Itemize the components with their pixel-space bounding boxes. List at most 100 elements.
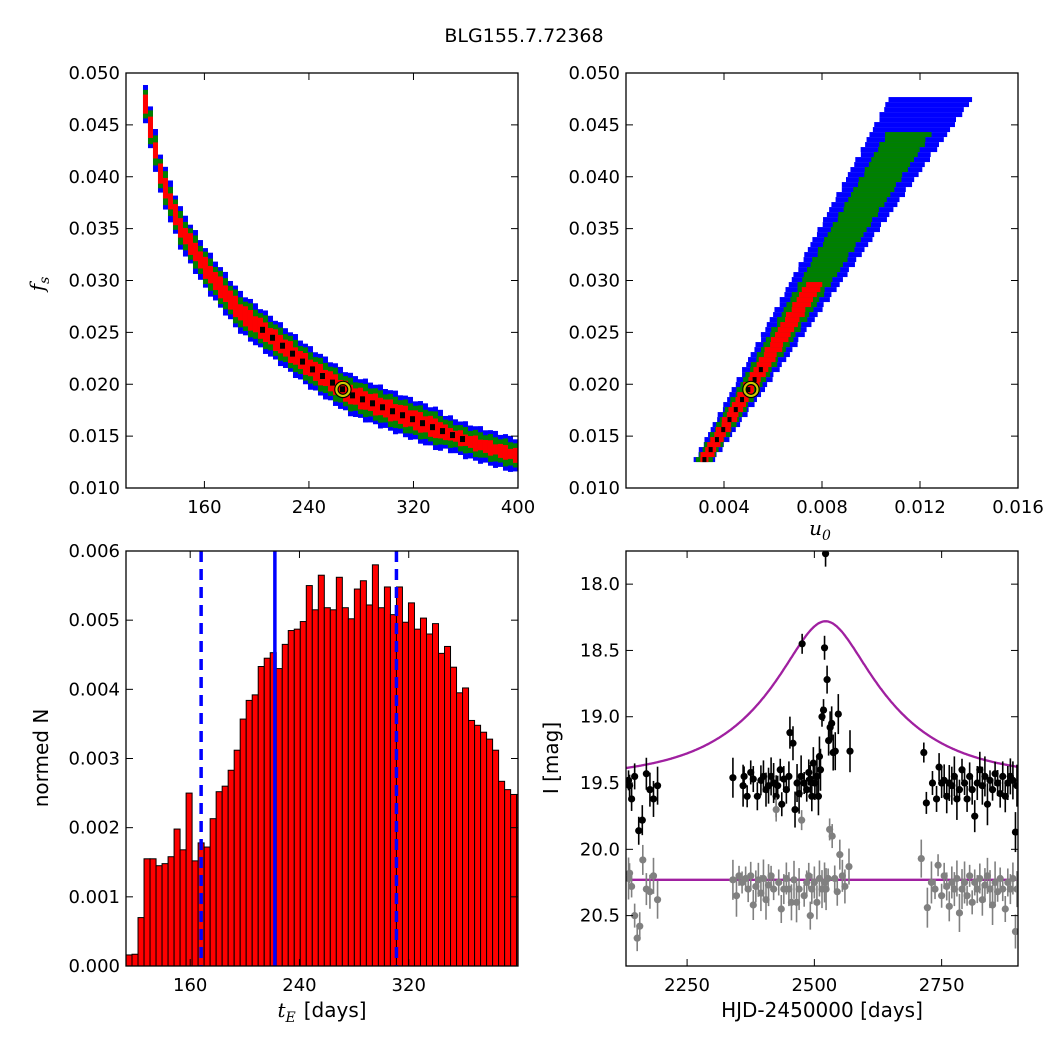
data-point: [803, 786, 811, 794]
data-point: [1009, 776, 1017, 784]
density-cell: [452, 430, 458, 442]
data-point: [834, 710, 842, 718]
density-cell: [824, 237, 861, 243]
y-tick-label: 0.005: [68, 610, 120, 631]
data-point: [815, 752, 824, 761]
histogram-bar: [456, 692, 464, 966]
histogram-bar: [541, 807, 547, 966]
data-point: [638, 816, 646, 824]
density-cell: [382, 399, 388, 418]
histogram-bar: [425, 633, 433, 966]
density-cell: [874, 122, 955, 128]
x-axis-label-sub: 0: [822, 528, 831, 544]
histogram-bar: [462, 687, 470, 966]
data-point: [646, 786, 654, 794]
data-point: [639, 856, 647, 864]
data-point: [642, 770, 650, 778]
density-cell: [801, 287, 821, 293]
data-point: [776, 766, 784, 774]
data-point: [1011, 927, 1018, 936]
y-tick-label: 0.010: [568, 478, 620, 499]
density-cell: [806, 282, 823, 288]
data-point: [631, 912, 639, 920]
density-cell: [502, 445, 508, 460]
density-cell: [422, 416, 428, 433]
data-point: [809, 759, 817, 767]
data-point: [963, 892, 971, 900]
data-point: [798, 640, 806, 648]
density-cell: [721, 422, 732, 428]
density-cell: [752, 377, 757, 383]
histogram-bar: [413, 628, 421, 966]
density-cell: [372, 393, 378, 416]
density-cell: [512, 447, 518, 463]
histogram-bar: [215, 791, 223, 966]
histogram-bar: [438, 652, 446, 966]
density-cell: [785, 317, 800, 323]
y-tick-label: 0.000: [68, 956, 120, 977]
histogram-bar: [245, 699, 253, 966]
density-cell: [432, 418, 438, 439]
panel-tE-histogram: 160 240 320 0.000 0.001 0.002 0.003 0.004 0.005 0…: [29, 541, 565, 1026]
y-tick-label: 0.040: [568, 167, 620, 188]
data-point: [729, 774, 737, 782]
data-point: [636, 922, 644, 930]
histogram-bar: [221, 785, 229, 966]
data-point: [810, 878, 818, 887]
x-tick-label: 2750: [919, 975, 965, 996]
histogram-bar: [377, 607, 385, 966]
data-point: [955, 786, 964, 794]
x-tick-label: 240: [282, 975, 316, 996]
density-cell: [310, 366, 315, 373]
data-point: [777, 905, 785, 913]
density-cell: [803, 272, 838, 278]
density-cell: [817, 247, 855, 253]
y-tick-label: 0.020: [68, 374, 120, 395]
density-cell: [472, 435, 478, 452]
density-cell: [879, 112, 963, 118]
histogram-bar: [209, 818, 217, 966]
density-cell: [792, 302, 812, 308]
y-axis-label: I [mag]: [539, 722, 563, 794]
density-cell: [280, 342, 285, 349]
density-cell: [412, 410, 418, 431]
y-tick-label: 0.010: [68, 478, 120, 499]
data-point: [841, 882, 849, 891]
histogram-bar: [137, 917, 145, 966]
density-cell: [460, 436, 465, 443]
histogram-bar: [126, 954, 133, 966]
density-cell: [758, 367, 763, 373]
density-cell: [370, 400, 375, 407]
data-point: [774, 782, 782, 790]
density-cell: [786, 312, 805, 318]
density-cell: [517, 442, 518, 471]
data-point: [934, 861, 942, 869]
density-cell: [362, 391, 368, 410]
density-cell: [884, 137, 926, 143]
density-cell: [172, 204, 178, 226]
density-cell: [420, 420, 425, 427]
data-point: [805, 872, 813, 880]
histogram-bar: [305, 585, 313, 966]
panel-fs-vs-tE: 160 240 320 400 0.010 0.015 0.020 0.025 0.030 0.0…: [25, 63, 535, 518]
density-cell: [507, 448, 513, 459]
histogram-bar: [191, 860, 199, 966]
data-point: [963, 795, 971, 803]
data-point: [945, 902, 953, 910]
density-cell: [192, 242, 198, 262]
data-point: [805, 768, 813, 777]
histogram-bar: [341, 607, 349, 966]
histogram-bar: [474, 724, 482, 966]
best-fit-marker-inner: [335, 381, 351, 398]
density-cell: [462, 434, 468, 446]
histogram-bar: [559, 790, 565, 966]
data-point: [743, 792, 751, 800]
density-cell: [830, 227, 867, 233]
density-cell: [440, 428, 445, 435]
density-cell: [187, 233, 193, 255]
x-tick-label: 0.016: [992, 497, 1044, 518]
model-curve: [626, 620, 1018, 770]
histogram-bar: [480, 731, 488, 966]
histogram-bar: [257, 666, 265, 966]
histogram-bar: [281, 643, 289, 966]
